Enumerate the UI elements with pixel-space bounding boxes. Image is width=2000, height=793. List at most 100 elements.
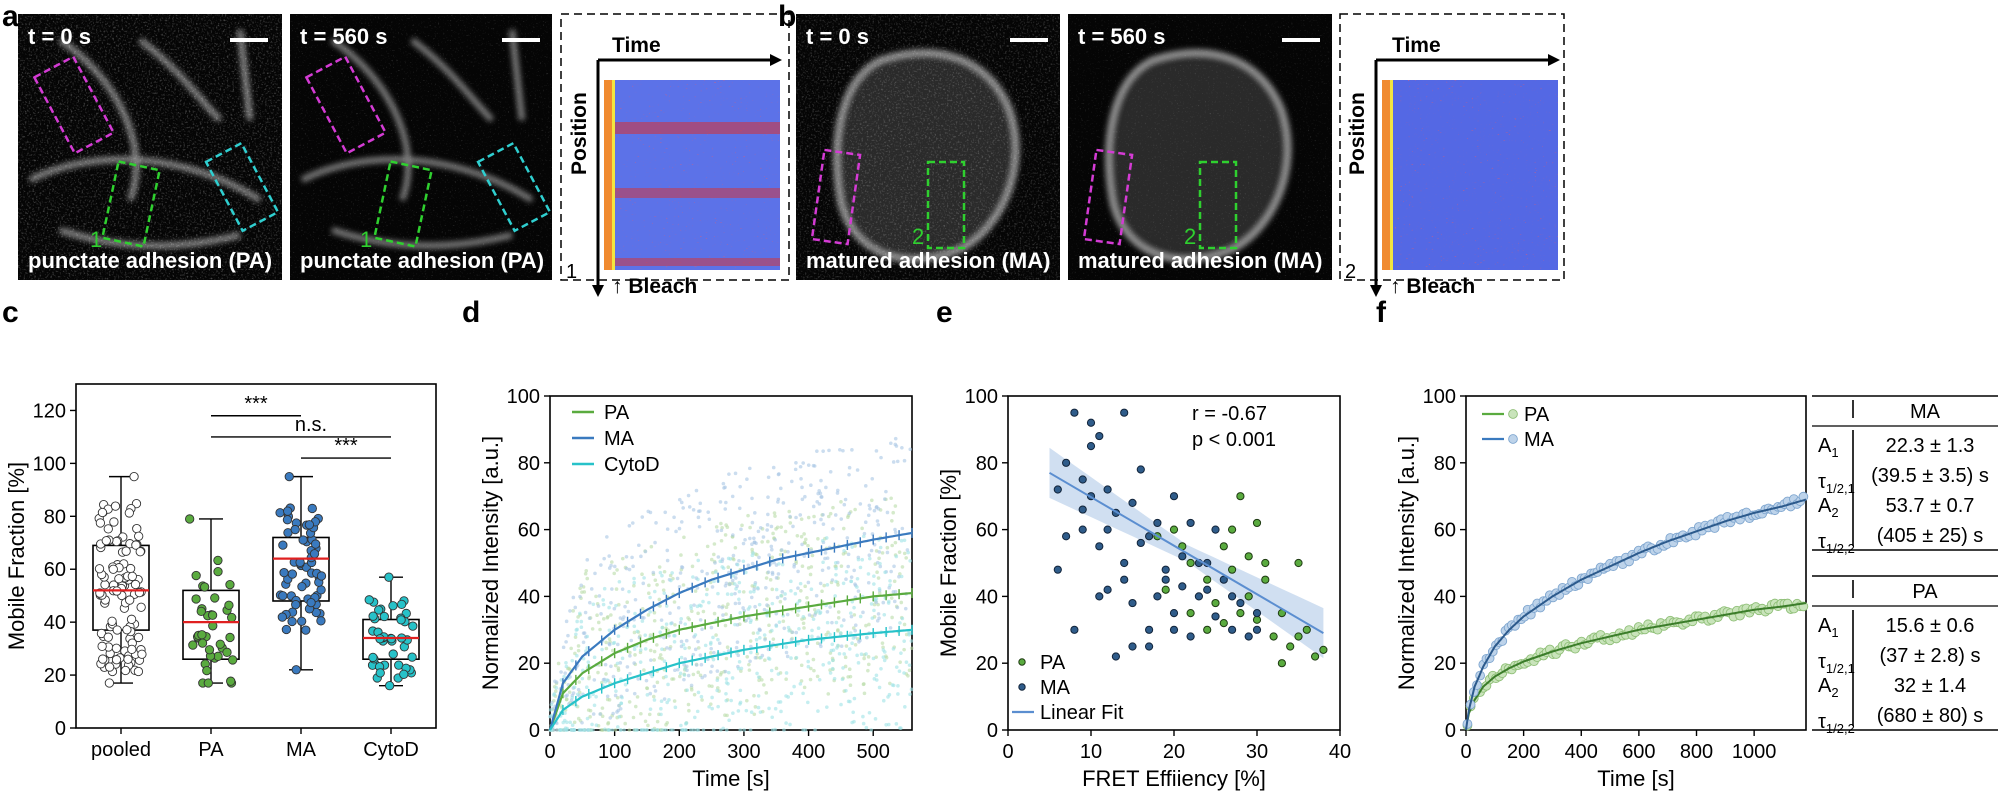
correlation-p: p < 0.001 bbox=[1192, 429, 1276, 451]
trace-point bbox=[864, 623, 868, 628]
trace-point bbox=[619, 701, 623, 706]
trace-point bbox=[750, 542, 754, 547]
trace-point bbox=[626, 609, 631, 614]
x-tick-label: 400 bbox=[1565, 741, 1598, 763]
trace-point bbox=[737, 601, 742, 606]
scatter-point-ma bbox=[1070, 625, 1079, 634]
trace-point bbox=[793, 591, 798, 596]
trace-point bbox=[711, 657, 716, 662]
trace-point bbox=[820, 538, 825, 543]
fit-curve-pa bbox=[1465, 602, 1807, 731]
trace-point bbox=[774, 587, 779, 592]
linear-fit-line bbox=[1048, 471, 1324, 635]
trace-point bbox=[836, 628, 840, 632]
trace-point bbox=[648, 595, 652, 600]
trace-point bbox=[745, 655, 750, 659]
trace-point bbox=[720, 605, 724, 610]
trace-point bbox=[593, 571, 597, 576]
trace-point bbox=[784, 694, 788, 698]
trace-point bbox=[830, 620, 834, 625]
legend-label: PA bbox=[1040, 652, 1066, 674]
trace-point bbox=[886, 599, 891, 604]
trace-point bbox=[828, 632, 832, 637]
data-point bbox=[368, 611, 378, 621]
trace-point bbox=[686, 673, 691, 678]
trace-point bbox=[683, 666, 687, 671]
trace-point bbox=[726, 682, 730, 686]
trace-point bbox=[693, 589, 698, 593]
table-param: τ1/2,1 bbox=[1818, 651, 1855, 676]
trace-point bbox=[881, 600, 886, 605]
trace-point bbox=[625, 665, 630, 669]
scatter-point-ma bbox=[1078, 475, 1087, 484]
trace-point bbox=[632, 580, 637, 585]
trace-point bbox=[902, 551, 907, 556]
trace-point bbox=[632, 576, 636, 581]
data-point bbox=[279, 567, 289, 578]
plot-frame bbox=[1465, 395, 1807, 731]
correlation-r: r = -0.67 bbox=[1192, 403, 1267, 425]
trace-point bbox=[576, 648, 581, 653]
trace-point bbox=[708, 651, 713, 655]
data-point bbox=[396, 615, 406, 625]
data-point bbox=[225, 580, 235, 590]
trace-point bbox=[609, 613, 613, 617]
trace-point bbox=[615, 695, 620, 700]
trace-point bbox=[866, 580, 871, 585]
param-symbol: τ bbox=[1818, 651, 1826, 673]
data-point bbox=[226, 676, 236, 686]
trace-point bbox=[821, 449, 825, 453]
trace-point bbox=[895, 605, 900, 610]
scatter-point-ma bbox=[1136, 465, 1145, 474]
trace-point bbox=[564, 660, 568, 665]
trace-point bbox=[633, 611, 637, 616]
trace-point bbox=[737, 597, 741, 602]
scatter-point-ma bbox=[1095, 592, 1104, 601]
trace-point bbox=[556, 661, 561, 666]
trace-point bbox=[693, 633, 698, 637]
trace-point bbox=[635, 629, 640, 634]
trace-point bbox=[734, 587, 738, 591]
data-point bbox=[388, 601, 398, 611]
y-tick-label: 80 bbox=[976, 453, 998, 475]
data-point bbox=[364, 595, 374, 605]
trace-point bbox=[666, 682, 670, 687]
trace-point bbox=[757, 555, 761, 560]
trace-point bbox=[800, 485, 804, 490]
trace-point bbox=[765, 603, 769, 607]
trace-point bbox=[609, 600, 613, 605]
trace-point bbox=[570, 695, 574, 700]
trace-point bbox=[805, 595, 809, 600]
trace-point bbox=[826, 514, 831, 519]
data-point bbox=[281, 624, 292, 635]
trace-point bbox=[588, 715, 592, 719]
trace-point bbox=[799, 534, 804, 539]
trace-point bbox=[752, 589, 756, 594]
trace-point bbox=[740, 523, 744, 528]
data-point bbox=[130, 579, 141, 590]
trace-point bbox=[877, 685, 882, 690]
trace-point bbox=[765, 523, 770, 527]
legend-label: PA bbox=[604, 402, 630, 424]
scatter-point-ma bbox=[1078, 525, 1087, 534]
trace-point bbox=[717, 641, 722, 646]
x-tick-label: 10 bbox=[1080, 741, 1102, 763]
y-tick-label: 40 bbox=[518, 586, 540, 608]
y-tick-label: 60 bbox=[1434, 520, 1456, 542]
trace-point bbox=[899, 600, 904, 605]
trace-point bbox=[866, 572, 871, 576]
trace-point bbox=[683, 657, 688, 661]
trace-point bbox=[591, 602, 596, 607]
trace-point bbox=[705, 571, 709, 576]
scatter-point-ma bbox=[1153, 518, 1162, 528]
y-tick-label: 0 bbox=[529, 720, 540, 742]
table-value: (39.5 ± 3.5) s bbox=[1871, 465, 1989, 487]
trace-point bbox=[789, 637, 794, 642]
trace-point bbox=[607, 554, 611, 558]
param-symbol: τ bbox=[1818, 471, 1826, 493]
trace-point bbox=[723, 533, 728, 537]
y-tick-label: 20 bbox=[976, 653, 998, 675]
trace-point bbox=[878, 561, 882, 566]
x-tick-label: 300 bbox=[727, 741, 760, 763]
trace-point bbox=[825, 705, 829, 709]
